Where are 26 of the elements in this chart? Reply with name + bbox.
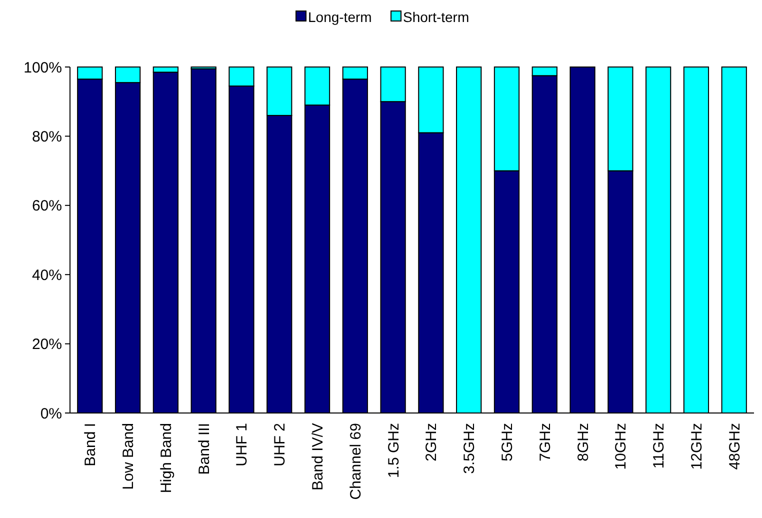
legend-label: Short-term (403, 8, 470, 25)
x-tick-label: 7GHz (536, 423, 554, 462)
x-tick-label: 3.5GHz (461, 423, 478, 474)
y-tick-label: 40% (32, 266, 62, 284)
x-tick-label: 48GHz (726, 423, 744, 470)
x-tick-label: 10GHz (612, 423, 630, 470)
x-tick-label: Band I (82, 423, 100, 466)
legend-label: Long-term (308, 8, 372, 25)
x-tick-label: 11GHz (650, 423, 668, 469)
x-tick-label: 2GHz (423, 423, 440, 462)
x-tick-label: 8GHz (574, 423, 592, 462)
x-tick-label: 1.5 GHz (385, 423, 402, 478)
y-tick-label: 60% (32, 198, 62, 215)
y-tick-label: 100% (24, 59, 62, 76)
x-tick-label: Low Band (120, 423, 138, 490)
y-tick-label: 0% (40, 405, 62, 422)
x-tick-label: UHF 2 (272, 423, 289, 466)
x-tick-label: High Band (158, 423, 175, 494)
x-tick-label: UHF 1 (234, 423, 251, 466)
x-tick-label: Band IV/V (310, 423, 327, 491)
y-tick-label: 80% (32, 128, 62, 146)
x-tick-label: 5GHz (498, 423, 516, 462)
x-tick-label: 12GHz (688, 423, 706, 470)
x-tick-label: Band III (196, 423, 213, 475)
x-tick-label: Channel 69 (347, 423, 364, 500)
y-tick-label: 20% (32, 336, 62, 354)
